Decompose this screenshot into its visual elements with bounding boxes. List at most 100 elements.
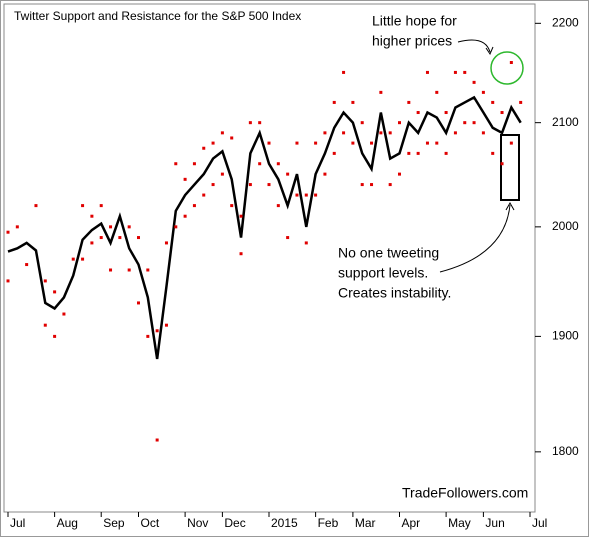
dot: [314, 193, 318, 197]
x-tick-label: Sep: [103, 516, 125, 530]
dot: [351, 100, 355, 104]
dot: [164, 241, 168, 245]
dot: [435, 141, 439, 145]
dot: [239, 252, 243, 256]
x-tick-label: Feb: [318, 516, 339, 530]
dot: [220, 172, 224, 176]
x-tick-label: Aug: [57, 516, 78, 530]
dot: [342, 131, 346, 135]
dot: [118, 236, 122, 240]
arrow: [457, 39, 491, 53]
highlight-box: [500, 134, 520, 201]
dot: [472, 80, 476, 84]
dot: [379, 90, 383, 94]
dot: [481, 90, 485, 94]
dot: [453, 131, 457, 135]
dot: [276, 204, 280, 208]
annotation-line: higher prices: [372, 33, 452, 49]
watermark: TradeFollowers.com: [402, 485, 528, 501]
dot: [155, 438, 159, 442]
x-tick-label: Apr: [402, 516, 421, 530]
dot: [472, 121, 476, 125]
dot: [360, 121, 364, 125]
dot: [453, 70, 457, 74]
dot: [463, 70, 467, 74]
dot: [509, 141, 513, 145]
y-tick-label: 1800: [552, 444, 579, 458]
dot: [463, 121, 467, 125]
dot: [62, 312, 66, 316]
dot: [34, 204, 38, 208]
dot: [276, 162, 280, 166]
dot: [416, 151, 420, 155]
dot: [407, 151, 411, 155]
x-tick-label: May: [448, 516, 471, 530]
plot-area: [3, 3, 536, 513]
dot: [81, 204, 85, 208]
price-line: [7, 95, 522, 360]
y-tick-label: 2100: [552, 115, 579, 129]
dot: [388, 183, 392, 187]
dot: [211, 141, 215, 145]
dot: [109, 268, 113, 272]
dot: [323, 172, 327, 176]
dot: [314, 141, 318, 145]
dot: [444, 111, 448, 115]
dot: [174, 225, 178, 229]
dot: [370, 141, 374, 145]
x-tick-label: Mar: [355, 516, 376, 530]
dot: [481, 131, 485, 135]
dot: [407, 100, 411, 104]
dot: [230, 204, 234, 208]
dot: [491, 100, 495, 104]
dot: [211, 183, 215, 187]
dot: [6, 230, 10, 234]
dot: [267, 141, 271, 145]
x-tick-label: Jun: [485, 516, 504, 530]
dot: [519, 100, 523, 104]
y-tick-label: 2200: [552, 15, 579, 29]
arrow: [439, 204, 511, 273]
dot: [258, 162, 262, 166]
dot: [267, 183, 271, 187]
dot: [43, 323, 47, 327]
dot: [398, 172, 401, 176]
dot: [295, 141, 299, 145]
dot: [435, 90, 439, 94]
dot: [304, 193, 308, 197]
dot: [220, 131, 224, 135]
dot: [370, 183, 374, 187]
annotation-line: support levels.: [338, 265, 428, 281]
dot: [425, 141, 429, 145]
x-tick-label: Dec: [224, 516, 245, 530]
dot: [500, 111, 504, 115]
dot: [90, 214, 94, 218]
dot: [99, 204, 103, 208]
dot: [332, 100, 336, 104]
dot: [137, 236, 140, 240]
dot: [192, 162, 196, 166]
dot: [500, 162, 504, 166]
dot: [258, 121, 262, 125]
dot: [109, 225, 113, 229]
dot: [164, 323, 168, 327]
dot: [248, 121, 252, 125]
annotation-line: Creates instability.: [338, 285, 451, 301]
x-tick-label: 2015: [271, 516, 298, 530]
dot: [43, 279, 47, 283]
dot: [15, 225, 19, 229]
dot: [416, 111, 420, 115]
x-tick-label: Jul: [532, 516, 547, 530]
dot: [53, 334, 57, 338]
x-tick-label: Oct: [141, 516, 160, 530]
dot: [239, 214, 243, 218]
dot: [137, 301, 140, 305]
dot: [286, 236, 290, 240]
dot: [146, 268, 150, 272]
dot: [425, 70, 429, 74]
dot: [202, 193, 206, 197]
annotation-line: Little hope for: [372, 13, 457, 29]
dot: [360, 183, 364, 187]
dot: [351, 141, 355, 145]
